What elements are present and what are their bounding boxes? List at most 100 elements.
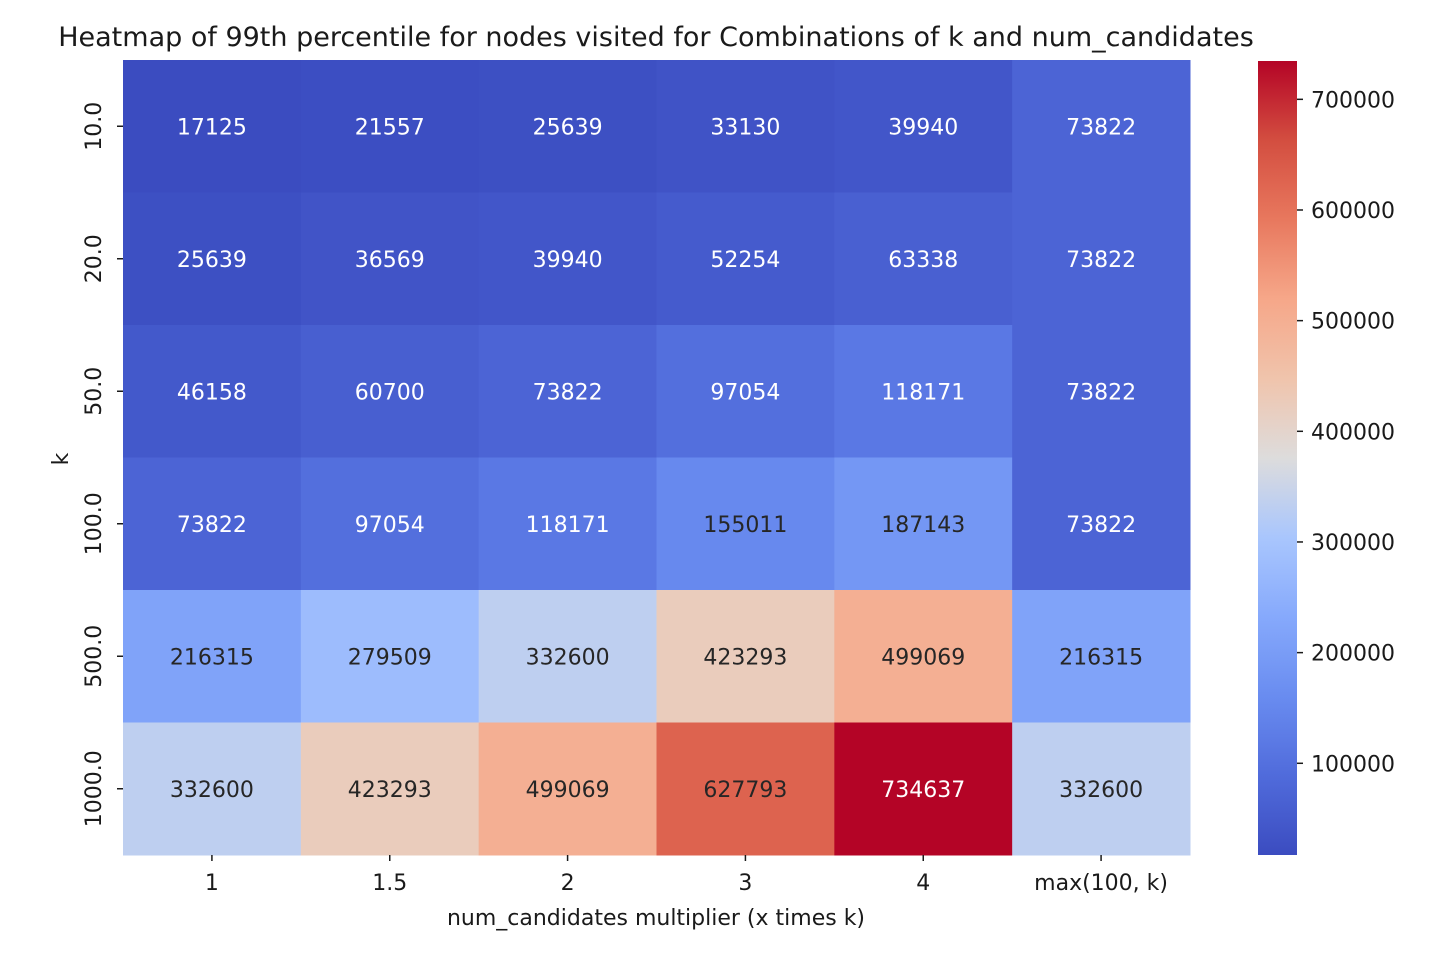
cell-value-label: 187143: [881, 513, 965, 538]
cell-value-label: 39940: [533, 248, 603, 273]
cell-value-label: 423293: [703, 645, 787, 670]
heatmap-cell: [1012, 192, 1191, 326]
heatmap-cell: [834, 722, 1013, 856]
cell-value-label: 52254: [710, 248, 780, 273]
heatmap-cell: [1012, 722, 1191, 856]
cell-value-label: 73822: [1066, 380, 1136, 405]
colorbar-tick-label: 600000: [1311, 199, 1395, 224]
x-tick-label: 1: [205, 871, 219, 896]
heatmap-cell: [656, 457, 835, 591]
heatmap-cell: [123, 60, 302, 193]
heatmap-cell: [300, 60, 480, 193]
cell-value-label: 118171: [526, 513, 610, 538]
cell-value-label: 60700: [355, 380, 425, 405]
y-tick-label: 1000.0: [82, 750, 107, 827]
cell-value-label: 423293: [348, 778, 432, 803]
cell-value-label: 73822: [1066, 513, 1136, 538]
y-axis: 10.0 20.0 50.0 100.0 500.0 1000.0: [82, 102, 123, 827]
heatmap-cell: [834, 457, 1013, 591]
heatmap-cell: [300, 722, 480, 856]
heatmap-cell: [123, 722, 302, 856]
colorbar: 100000 200000 300000 400000 500000 600000 7000…: [1258, 61, 1395, 855]
heatmap-cell: [123, 192, 302, 326]
cell-value-label: 17125: [177, 115, 247, 140]
heatmap-cell: [123, 457, 302, 591]
cell-value-label: 216315: [1059, 645, 1143, 670]
heatmap-cell: [834, 325, 1013, 458]
heatmap-cell: [478, 192, 657, 326]
chart-title: Heatmap of 99th percentile for nodes vis…: [58, 22, 1254, 53]
heatmap-cell: [123, 325, 302, 458]
heatmap-cell: [1012, 325, 1191, 458]
y-tick-label: 10.0: [82, 102, 107, 151]
cell-value-label: 63338: [888, 248, 958, 273]
x-axis-label: num_candidates multiplier (x times k): [447, 906, 865, 931]
cell-value-label: 627793: [703, 778, 787, 803]
heatmap-cell-labels: 17125 21557 25639 33130 39940 73822 25639 36569…: [170, 115, 1143, 803]
cell-value-label: 332600: [526, 645, 610, 670]
cell-value-label: 36569: [355, 248, 425, 273]
cell-value-label: 25639: [177, 248, 247, 273]
cell-value-label: 73822: [177, 513, 247, 538]
heatmap-cell: [300, 192, 480, 326]
cell-value-label: 734637: [881, 778, 965, 803]
cell-value-label: 97054: [710, 380, 780, 405]
heatmap-cell: [656, 325, 835, 458]
heatmap-cell: [478, 590, 657, 723]
heatmap-cell: [834, 60, 1013, 193]
cell-value-label: 46158: [177, 380, 247, 405]
cell-value-label: 499069: [526, 778, 610, 803]
heatmap-cell: [300, 590, 480, 723]
y-axis-label: k: [49, 452, 74, 465]
colorbar-tick-label: 400000: [1311, 420, 1395, 445]
cell-value-label: 118171: [881, 380, 965, 405]
cell-value-label: 279509: [348, 645, 432, 670]
heatmap-cell: [478, 457, 657, 591]
x-axis: 1 1.5 2 3 4 max(100, k): [205, 855, 1168, 896]
x-tick-label: 4: [916, 871, 930, 896]
heatmap-cell: [478, 325, 657, 458]
cell-value-label: 25639: [533, 115, 603, 140]
cell-value-label: 97054: [355, 513, 425, 538]
cell-value-label: 73822: [1066, 115, 1136, 140]
y-tick-label: 500.0: [82, 625, 107, 688]
heatmap-cell: [656, 192, 835, 326]
colorbar-tick-label: 700000: [1311, 88, 1395, 113]
x-tick-label: 3: [738, 871, 752, 896]
cell-value-label: 39940: [888, 115, 958, 140]
x-tick-label: 2: [561, 871, 575, 896]
cell-value-label: 499069: [881, 645, 965, 670]
heatmap-cell: [123, 590, 302, 723]
heatmap-cell: [1012, 60, 1191, 193]
colorbar-tick-label: 500000: [1311, 310, 1395, 335]
cell-value-label: 73822: [1066, 248, 1136, 273]
heatmap-cell: [1012, 590, 1191, 723]
heatmap-cell: [656, 722, 835, 856]
x-tick-label: max(100, k): [1034, 871, 1168, 896]
heatmap-cell: [656, 60, 835, 193]
heatmap-cells: [123, 60, 1191, 856]
y-tick-label: 20.0: [82, 234, 107, 283]
heatmap-cell: [1012, 457, 1191, 591]
cell-value-label: 73822: [533, 380, 603, 405]
colorbar-gradient: [1258, 61, 1297, 855]
x-tick-label: 1.5: [372, 871, 407, 896]
cell-value-label: 155011: [703, 513, 787, 538]
cell-value-label: 33130: [710, 115, 780, 140]
y-tick-label: 50.0: [82, 367, 107, 416]
heatmap-cell: [300, 325, 480, 458]
colorbar-tick-label: 300000: [1311, 531, 1395, 556]
colorbar-tick-label: 200000: [1311, 642, 1395, 667]
heatmap-cell: [478, 722, 657, 856]
colorbar-tick-label: 100000: [1311, 752, 1395, 777]
cell-value-label: 21557: [355, 115, 425, 140]
heatmap-cell: [834, 590, 1013, 723]
heatmap-cell: [478, 60, 657, 193]
heatmap-cell: [300, 457, 480, 591]
cell-value-label: 332600: [170, 778, 254, 803]
y-tick-label: 100.0: [82, 492, 107, 555]
heatmap-cell: [834, 192, 1013, 326]
heatmap-cell: [656, 590, 835, 723]
cell-value-label: 332600: [1059, 778, 1143, 803]
